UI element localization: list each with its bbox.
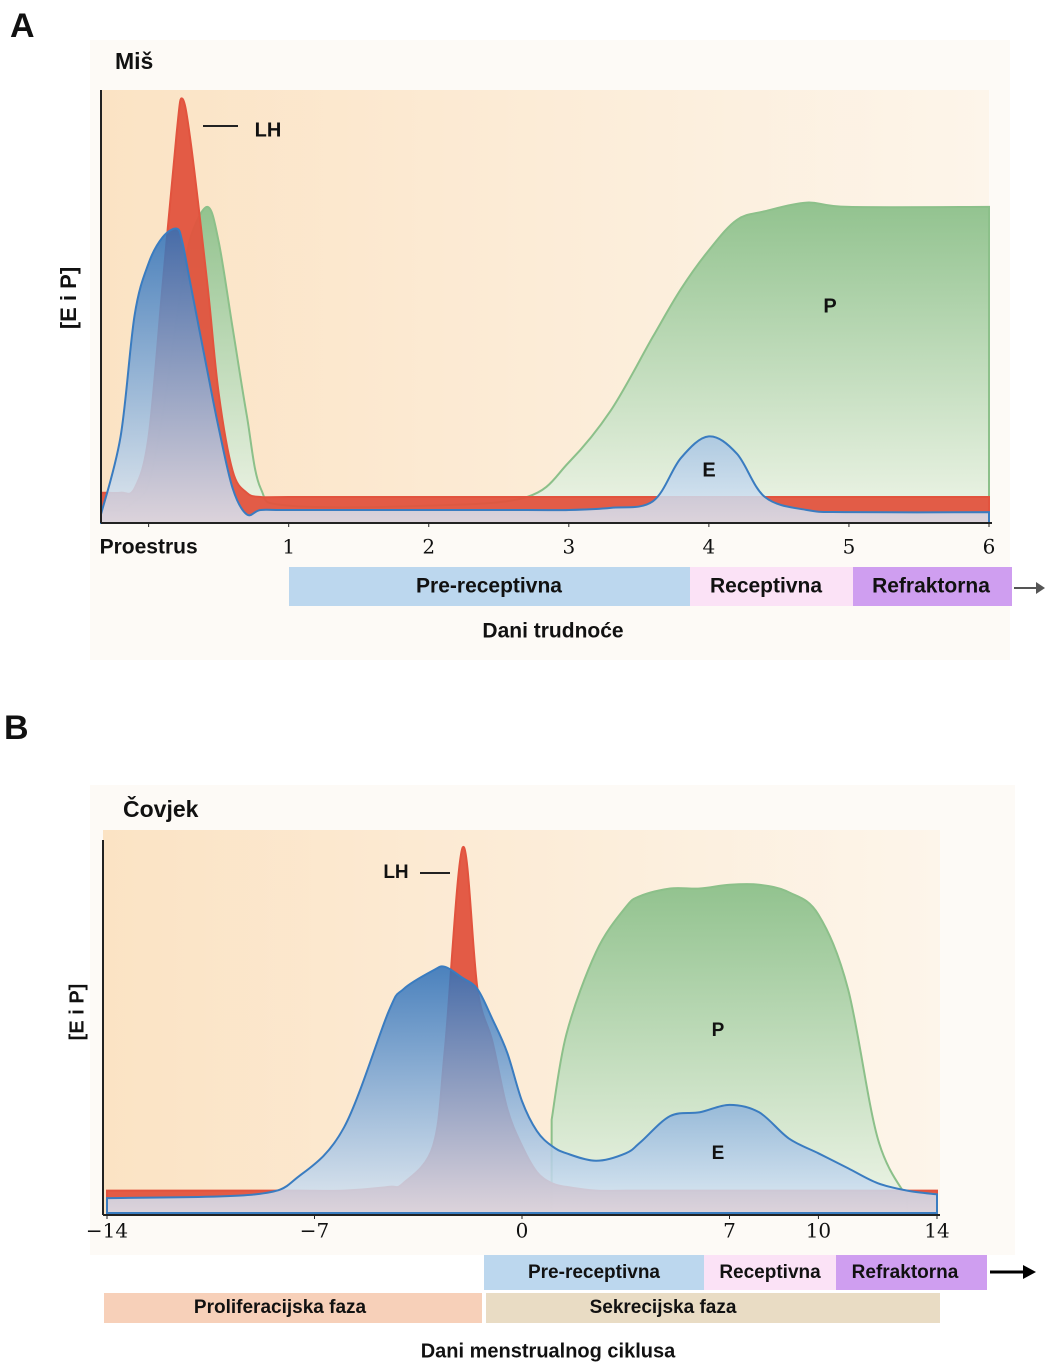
area-e xyxy=(106,965,938,1214)
x-tick-label: 3 xyxy=(562,535,575,559)
phase-label: Receptivna xyxy=(719,1262,821,1283)
arrow-head xyxy=(1036,582,1045,594)
x-tick-label: 4 xyxy=(703,535,716,559)
phase-label: Pre-receptivna xyxy=(528,1262,660,1283)
x-tick-label: 14 xyxy=(924,1219,949,1243)
x-tick-label: Proestrus xyxy=(100,536,198,559)
x-tick-label: 7 xyxy=(723,1219,736,1243)
series-label: P xyxy=(823,295,836,317)
cycle-bar xyxy=(104,1293,482,1323)
phase-bar xyxy=(484,1255,704,1290)
chart-title: Čovjek xyxy=(123,795,199,822)
series-label: LH xyxy=(255,119,282,141)
cycle-label: Proliferacijska faza xyxy=(194,1297,367,1318)
x-tick-label: 10 xyxy=(806,1219,831,1243)
series-label: P xyxy=(712,1020,725,1041)
x-axis-label: Dani trudnoće xyxy=(482,620,623,643)
area-e xyxy=(100,227,990,524)
area-p xyxy=(550,883,909,1214)
phase-label: Receptivna xyxy=(710,575,822,598)
x-tick-label: 1 xyxy=(282,535,295,559)
x-tick-label: −14 xyxy=(86,1219,128,1243)
x-tick-label: 5 xyxy=(843,535,856,559)
x-tick-label: −7 xyxy=(300,1219,329,1243)
x-axis-label: Dani menstrualnog ciklusa xyxy=(421,1340,676,1362)
y-axis-label: [E i P] xyxy=(56,267,81,329)
cycle-label: Sekrecijska faza xyxy=(590,1297,737,1318)
phase-bar xyxy=(690,567,853,606)
phase-bar xyxy=(836,1255,987,1290)
phase-bar xyxy=(289,567,690,606)
series-label: E xyxy=(702,459,715,481)
y-axis-label: [E i P] xyxy=(66,984,88,1041)
phase-bar xyxy=(704,1255,836,1290)
phase-label: Refraktorna xyxy=(852,1262,959,1283)
cycle-bar xyxy=(486,1293,940,1323)
chart-title: Miš xyxy=(115,48,153,74)
x-tick-label: 6 xyxy=(983,535,996,559)
phase-label: Pre-receptivna xyxy=(416,575,562,598)
phase-bar xyxy=(853,567,1012,606)
phase-label: Refraktorna xyxy=(872,575,990,598)
panel-letter: A xyxy=(10,7,35,45)
x-tick-label: 0 xyxy=(516,1219,529,1243)
arrow-head xyxy=(1023,1265,1036,1279)
series-label: E xyxy=(712,1143,725,1164)
x-tick-label: 2 xyxy=(422,535,435,559)
series-label: LH xyxy=(383,862,408,883)
panel-letter: B xyxy=(4,709,29,747)
